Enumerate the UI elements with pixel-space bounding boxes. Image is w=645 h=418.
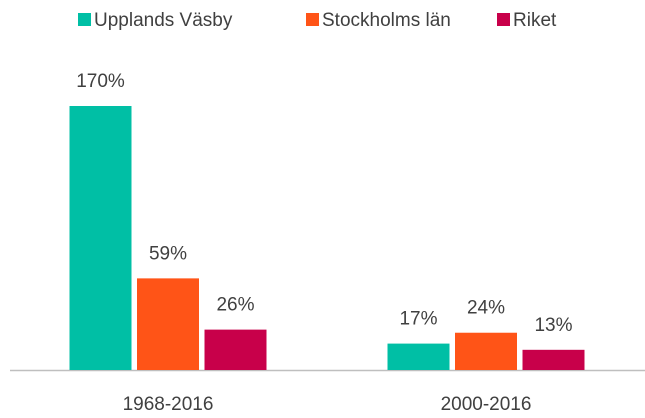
legend-swatch: [306, 13, 319, 26]
data-label: 24%: [467, 298, 505, 319]
data-label: 13%: [534, 315, 572, 336]
x-tick-label: 2000-2016: [441, 394, 532, 415]
legend-label: Stockholms län: [322, 10, 451, 31]
legend-swatch: [497, 13, 510, 26]
data-label: 59%: [149, 243, 187, 264]
data-label: 170%: [76, 71, 125, 92]
bar: [522, 349, 585, 370]
bar: [69, 106, 132, 370]
legend-label: Riket: [513, 10, 557, 31]
data-label: 26%: [216, 295, 254, 316]
bar: [455, 332, 517, 370]
x-tick-label: 1968-2016: [123, 394, 214, 415]
bar: [387, 343, 450, 370]
bar: [137, 278, 199, 370]
bar: [204, 329, 267, 370]
legend-swatch: [78, 13, 91, 26]
data-label: 17%: [399, 309, 437, 330]
legend-label: Upplands Väsby: [94, 10, 233, 31]
